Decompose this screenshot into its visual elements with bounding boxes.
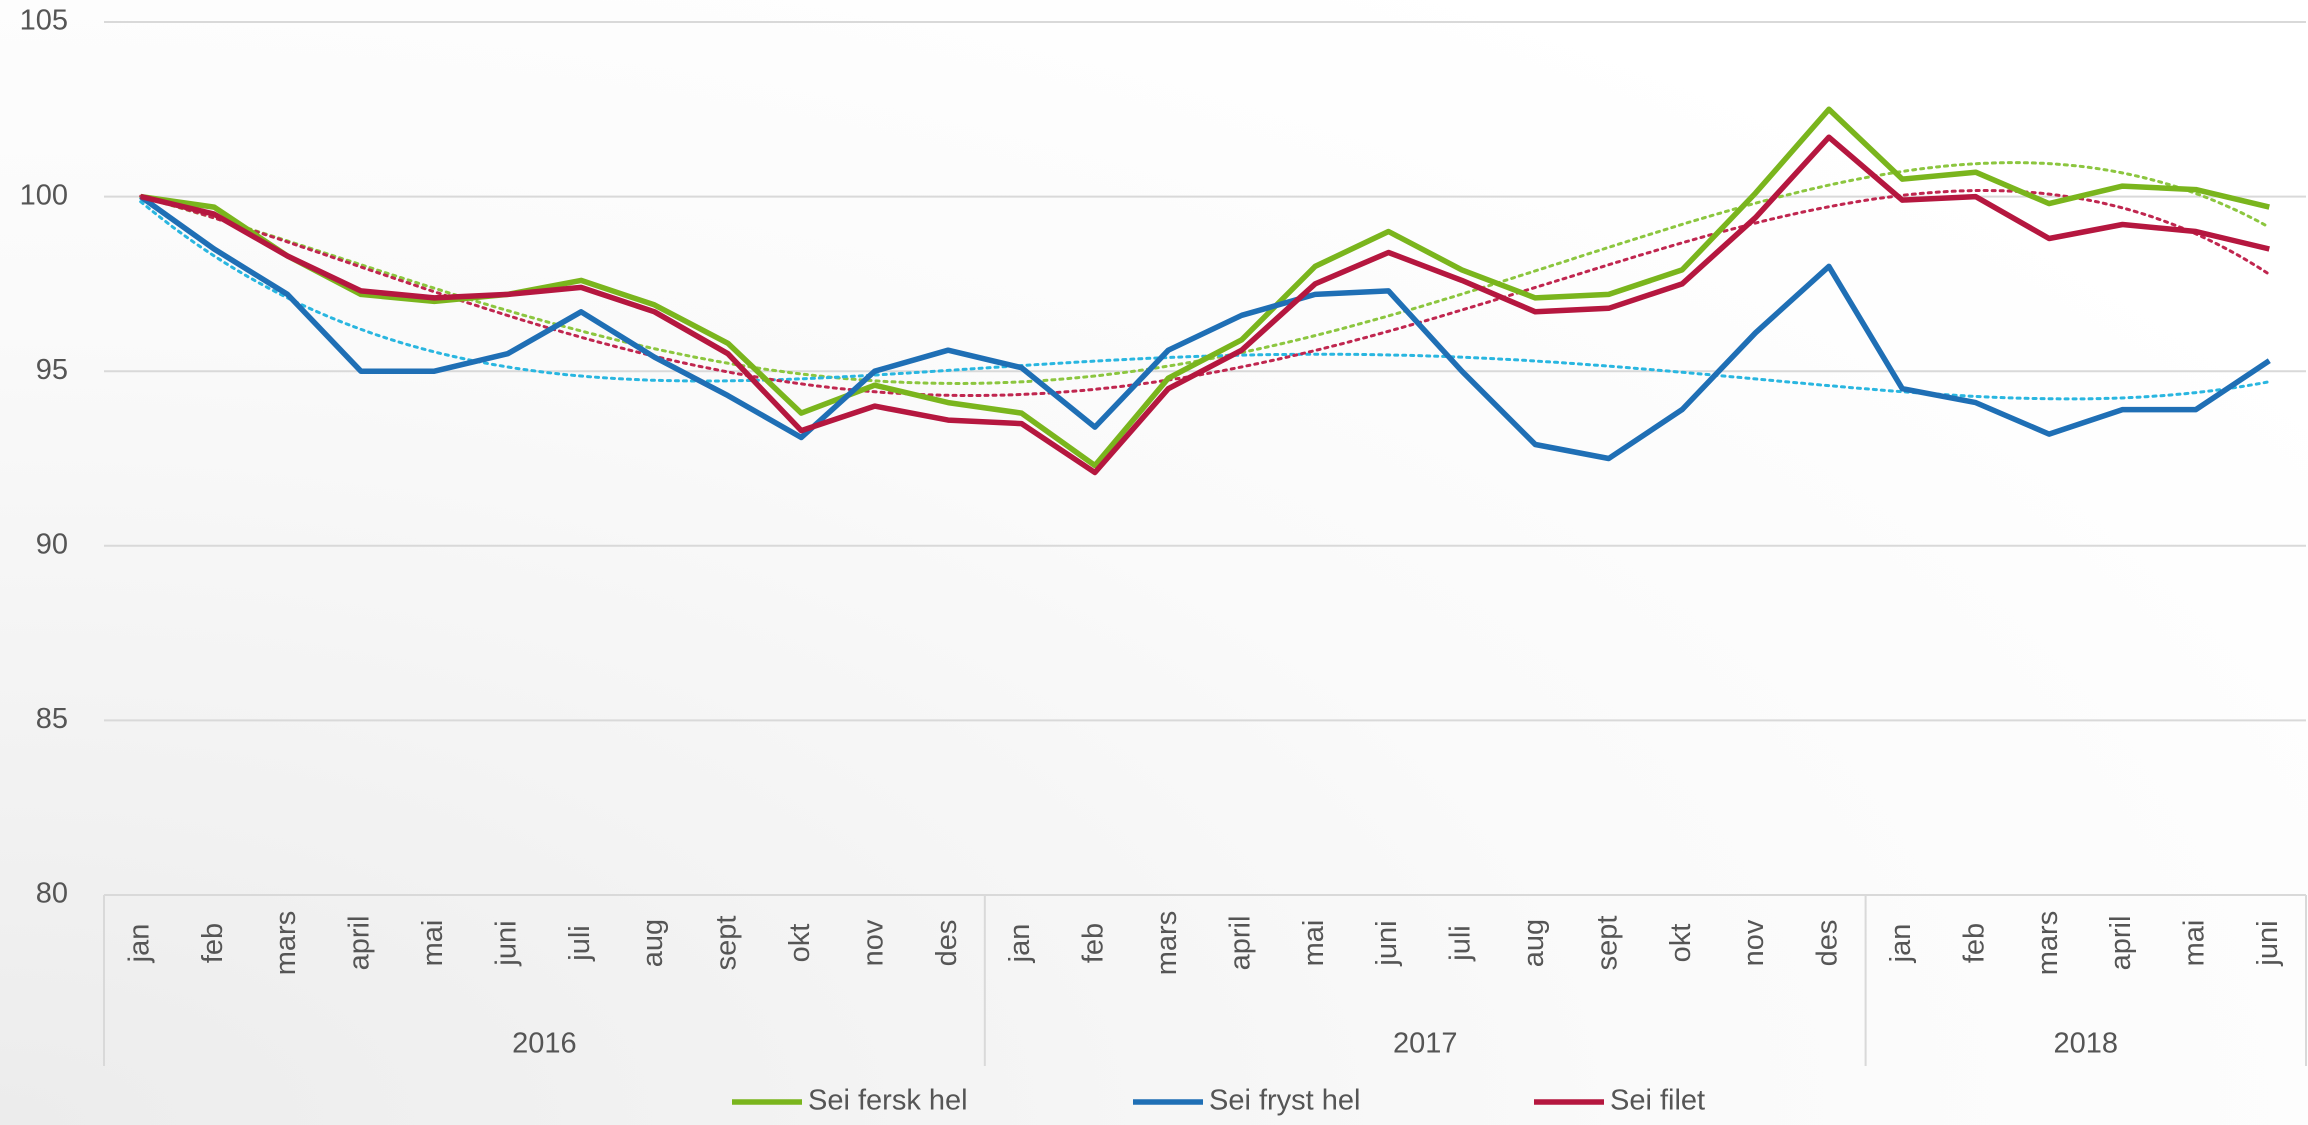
x-tick-label: okt	[1665, 924, 1697, 963]
x-tick-label: okt	[784, 924, 816, 963]
legend-label: Sei fryst hel	[1209, 1085, 1361, 1117]
x-tick-label: aug	[1518, 919, 1550, 967]
x-tick-label: feb	[197, 923, 229, 963]
x-tick-label: jan	[1004, 924, 1036, 964]
y-tick-label: 105	[20, 5, 68, 37]
x-tick-label: des	[1812, 920, 1844, 967]
x-tick-label: sept	[1591, 916, 1623, 971]
legend-label: Sei filet	[1610, 1085, 1705, 1117]
x-tick-label: juni	[1371, 920, 1403, 966]
y-tick-label: 85	[36, 703, 68, 735]
y-tick-label: 80	[36, 878, 68, 910]
x-tick-label: april	[2105, 916, 2137, 971]
x-tick-label: juni	[490, 920, 522, 966]
x-tick-label: mars	[270, 911, 302, 975]
x-tick-label: mai	[2179, 920, 2211, 967]
x-tick-label: juli	[564, 925, 596, 961]
x-tick-label: nov	[857, 919, 889, 966]
group-label: 2017	[1393, 1028, 1458, 1060]
x-tick-label: feb	[1078, 923, 1110, 963]
x-tick-label: juni	[2252, 920, 2284, 966]
trendline	[139, 188, 2271, 397]
x-tick-label: mars	[1151, 911, 1183, 975]
x-tick-label: april	[344, 916, 376, 971]
group-label: 2018	[2054, 1028, 2119, 1060]
series-line	[140, 134, 2270, 476]
x-tick-label: des	[931, 920, 963, 967]
y-tick-label: 90	[36, 528, 68, 560]
x-tick-label: juli	[1445, 925, 1477, 961]
x-tick-label: april	[1224, 916, 1256, 971]
x-tick-label: mars	[2032, 911, 2064, 975]
x-tick-label: jan	[123, 924, 155, 964]
x-tick-label: nov	[1738, 919, 1770, 966]
x-tick-label: sept	[711, 916, 743, 971]
x-tick-label: jan	[1885, 924, 1917, 964]
x-tick-label: mai	[417, 920, 449, 967]
y-tick-label: 95	[36, 354, 68, 386]
x-tick-label: aug	[637, 919, 669, 967]
group-label: 2016	[512, 1028, 577, 1060]
series-line	[139, 194, 2271, 462]
legend-label: Sei fersk hel	[808, 1085, 968, 1117]
x-tick-label: mai	[1298, 920, 1330, 967]
y-tick-label: 100	[20, 179, 68, 211]
x-tick-label: feb	[1958, 923, 1990, 963]
